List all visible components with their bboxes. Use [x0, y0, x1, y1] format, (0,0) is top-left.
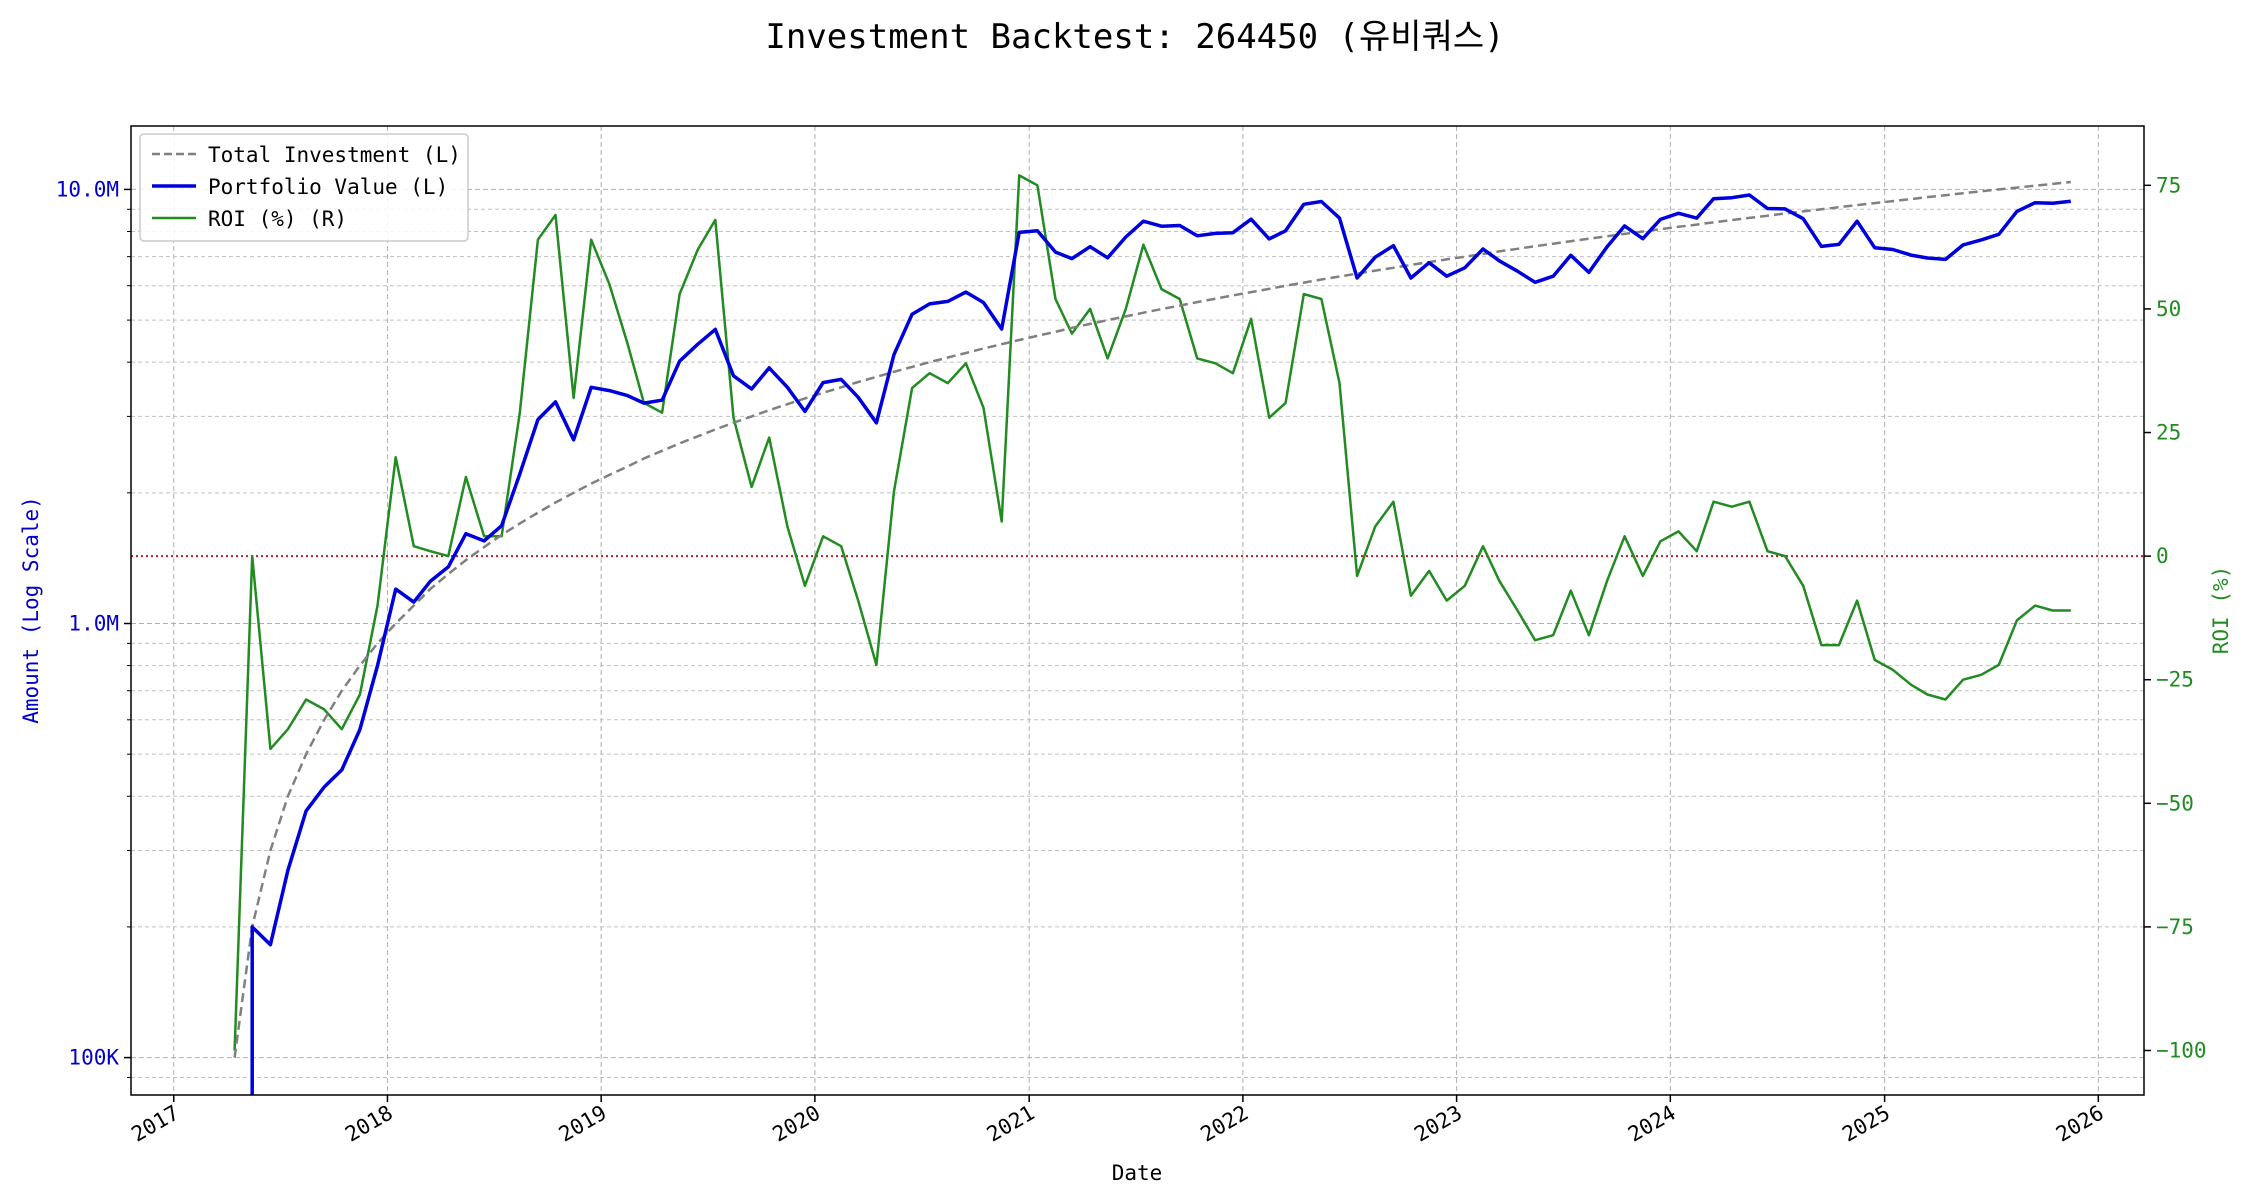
y-right-tick-label--75: −75 [2156, 915, 2194, 939]
legend: Total Investment (L) Portfolio Value (L)… [139, 133, 469, 242]
x-axis-label: Date [1112, 1161, 1163, 1185]
y-right-tick-label--25: −25 [2156, 668, 2194, 692]
plot-lines [233, 174, 2071, 1095]
y-right-tick-label-25: 25 [2156, 421, 2181, 445]
series-line-total-investment [233, 180, 2071, 1058]
y-right-tick-label-50: 50 [2156, 297, 2181, 321]
y-right-tick-label-0: 0 [2156, 544, 2169, 568]
y-left-tick-label-10.0M: 10.0M [56, 177, 119, 201]
y-left-tick-label-100K: 100K [68, 1046, 119, 1070]
legend-label-total-investment: Total Investment (L) [208, 143, 461, 167]
y-axis-right: −100 −75 −50 −25 0 25 50 75 [2144, 173, 2207, 1063]
grid [131, 126, 2144, 1095]
plot-frame [130, 125, 2145, 1096]
series-line-roi [233, 174, 2071, 1051]
y-right-tick-label-75: 75 [2156, 173, 2181, 197]
y-axis-left: 100K 1.0M 10.0M [56, 177, 131, 1078]
legend-box [139, 133, 469, 242]
chart-title: Investment Backtest: 264450 (유비쿼스) [765, 17, 1504, 57]
legend-label-roi: ROI (%) (R) [208, 207, 347, 231]
legend-label-portfolio-value: Portfolio Value (L) [208, 175, 448, 199]
series-line-portfolio-value [250, 193, 2071, 1095]
y-right-tick-label--50: −50 [2156, 791, 2194, 815]
y-right-tick-label--100: −100 [2156, 1039, 2207, 1063]
y-axis-right-label: ROI (%) [2209, 566, 2233, 655]
y-axis-left-label: Amount (Log Scale) [19, 496, 43, 724]
y-left-tick-label-1.0M: 1.0M [68, 612, 119, 636]
